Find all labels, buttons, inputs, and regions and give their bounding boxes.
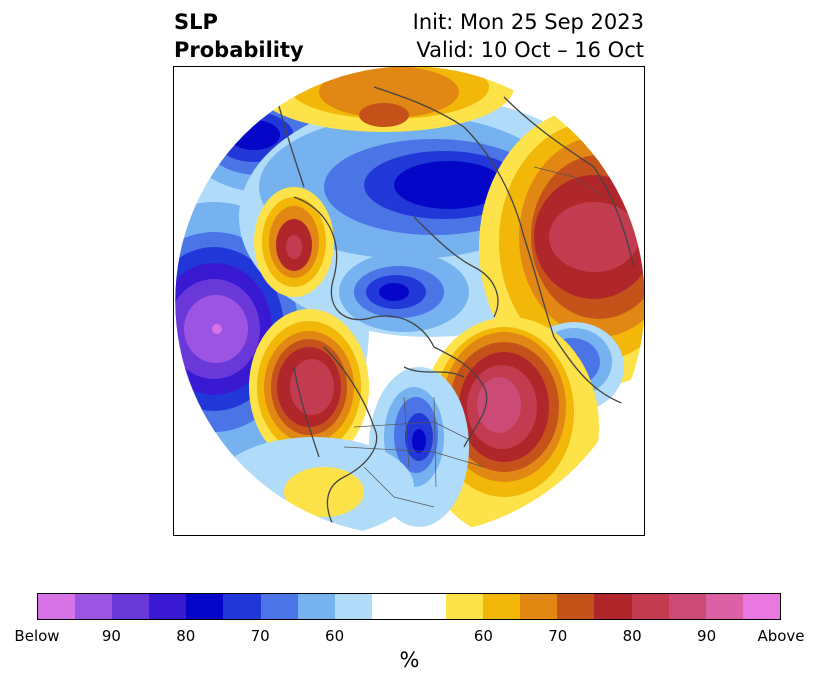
map-dates: Init: Mon 25 Sep 2023 Valid: 10 Oct – 16… <box>413 8 644 64</box>
colorbar-tick-label: 70 <box>250 627 270 645</box>
colorbar <box>37 593 781 620</box>
colorbar-tick-label: Below <box>14 627 60 645</box>
canada-west-coast-above-center <box>249 309 369 465</box>
colorbar-swatch <box>38 594 76 619</box>
valid-range: Valid: 10 Oct – 16 Oct <box>416 38 644 62</box>
colorbar-unit: % <box>399 648 420 672</box>
alaska-above-center <box>254 187 334 297</box>
colorbar-swatch <box>260 594 298 619</box>
colorbar-swatch <box>334 594 372 619</box>
colorbar-swatch <box>297 594 335 619</box>
map-panel <box>173 66 645 536</box>
colorbar-swatch <box>483 594 521 619</box>
east-siberia-above-center <box>479 107 644 387</box>
colorbar-swatch <box>631 594 669 619</box>
map-title: SLP Probability <box>174 8 304 64</box>
colorbar-swatch <box>75 594 113 619</box>
colorbar-swatch <box>112 594 150 619</box>
colorbar-swatch <box>520 594 558 619</box>
colorbar-swatch <box>371 594 409 619</box>
mexico-above-band <box>284 467 364 517</box>
colorbar-swatch <box>408 594 447 619</box>
colorbar-tick-label: 60 <box>473 627 493 645</box>
colorbar-swatch <box>742 594 780 619</box>
colorbar-tick-label: 60 <box>325 627 345 645</box>
colorbar-tick-label: 70 <box>548 627 568 645</box>
colorbar-swatch <box>594 594 632 619</box>
colorbar-swatch <box>446 594 484 619</box>
colorbar-tick-label: 90 <box>697 627 717 645</box>
coastlines <box>273 86 635 528</box>
title-product: Probability <box>174 38 304 62</box>
colorbar-swatch <box>149 594 187 619</box>
colorbar-tick-label: Above <box>757 627 805 645</box>
colorbar-swatch <box>557 594 595 619</box>
colorbar-tick-label: 80 <box>176 627 196 645</box>
north-atlantic-above-center <box>419 317 599 535</box>
siberia-north-below-center <box>339 252 469 332</box>
init-date: Init: Mon 25 Sep 2023 <box>412 10 644 34</box>
probability-map <box>174 67 644 535</box>
colorbar-swatch <box>705 594 743 619</box>
colorbar-tick-label: 90 <box>101 627 121 645</box>
map-disk-edge <box>174 67 644 535</box>
colorbar-swatch <box>668 594 706 619</box>
colorbar-tick-label: 80 <box>622 627 642 645</box>
colorbar-swatch <box>186 594 224 619</box>
colorbar-swatch <box>223 594 261 619</box>
title-variable: SLP <box>174 10 218 34</box>
colorbar-tick-labels: Below 90 80 70 60 60 70 80 90 Above <box>0 627 819 647</box>
